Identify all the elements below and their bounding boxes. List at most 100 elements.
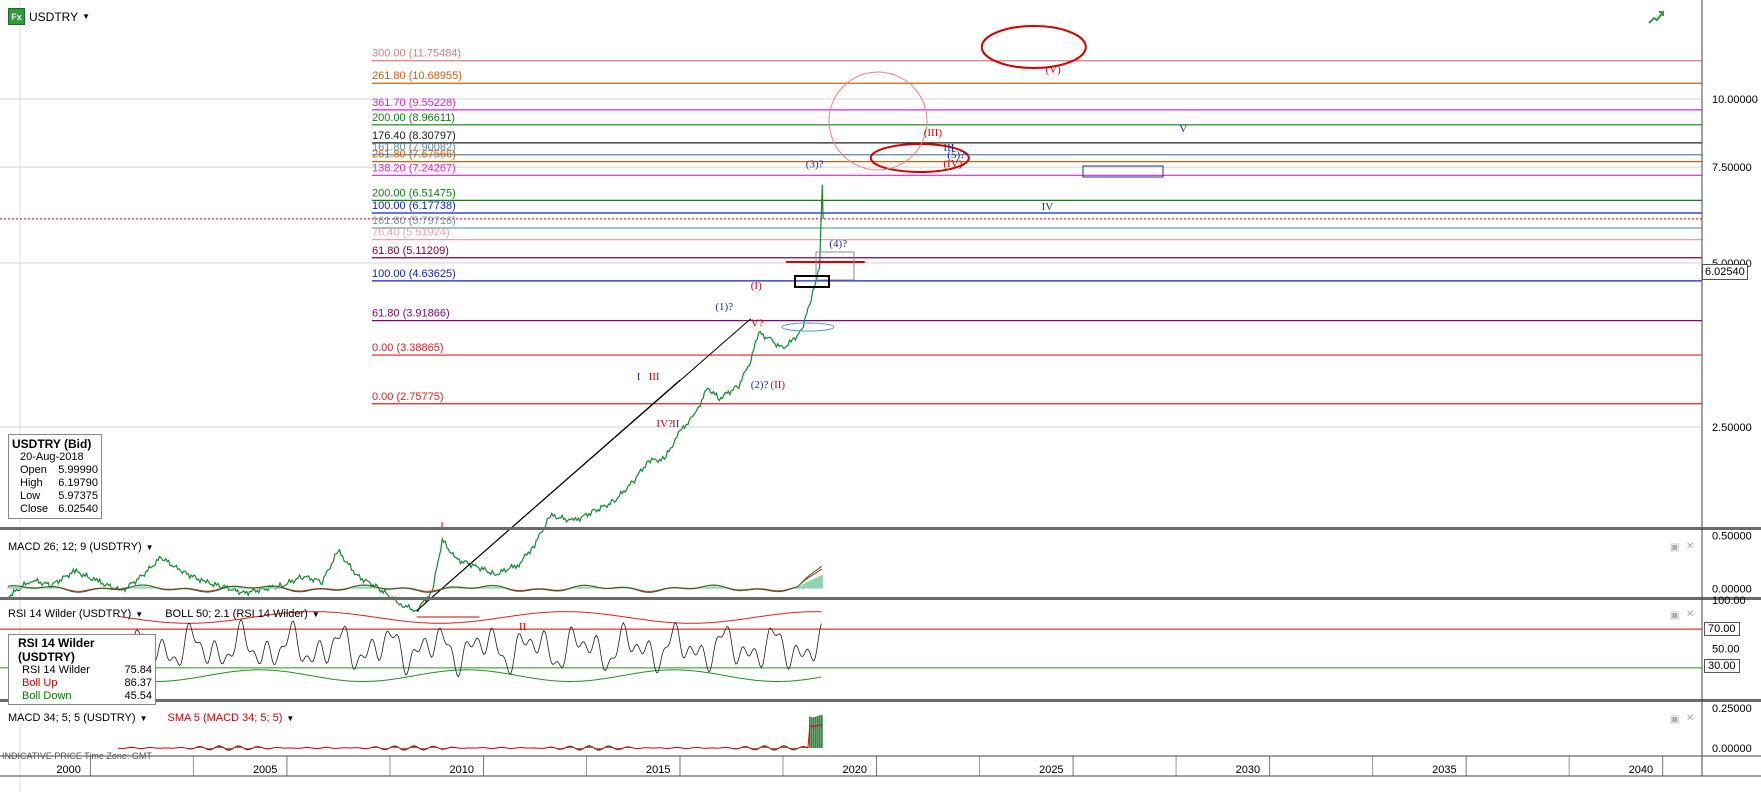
ohlc-row-high: High 6.19790 xyxy=(20,477,98,489)
target-ellipse xyxy=(869,143,970,173)
target-box xyxy=(815,251,855,281)
ohlc-row-open: Open 5.99990 xyxy=(20,464,98,476)
close-icon[interactable]: ✕ xyxy=(1686,713,1695,724)
ohlc-info-box: USDTRY (Bid) 20-Aug-2018 Open 5.99990 Hig… xyxy=(8,434,102,519)
chevron-down-icon[interactable]: ▼ xyxy=(135,609,144,619)
chevron-down-icon[interactable]: ▼ xyxy=(311,609,320,619)
wave-label: IV xyxy=(1042,201,1054,213)
chevron-down-icon[interactable]: ▼ xyxy=(82,12,91,21)
wave-label: I xyxy=(637,371,641,383)
rsi-info-box: RSI 14 Wilder (USDTRY) RSI 14 Wilder 75.8… xyxy=(8,634,156,705)
fib-level-label: 176.40 (8.30797) xyxy=(372,130,456,142)
panel-maximize-icon[interactable]: ▣ xyxy=(1670,542,1680,553)
x-tick-label: 2020 xyxy=(843,764,867,776)
rsi-level-30: 30.00 xyxy=(1704,659,1740,673)
macd2-sma-line xyxy=(117,724,822,751)
wave-label: (V) xyxy=(1046,64,1062,76)
target-box xyxy=(1082,165,1164,178)
wave-label: V xyxy=(1179,123,1187,135)
symbol-name: USDTRY xyxy=(29,9,79,24)
trend-arrow-icon[interactable] xyxy=(1648,10,1664,24)
boll-up-row: Boll Up 86.37 xyxy=(22,677,152,689)
wave-label: (I) xyxy=(751,280,762,292)
fib-level-label: 100.00 (6.17738) xyxy=(372,200,456,212)
x-tick-label: 2040 xyxy=(1629,764,1653,776)
chevron-down-icon[interactable]: ▼ xyxy=(139,713,148,723)
rsi-info-title: RSI 14 Wilder (USDTRY) xyxy=(18,636,95,664)
rsi-tick-label: 50.00 xyxy=(1712,644,1740,656)
rsi-line xyxy=(117,618,822,678)
wave-label: (IV) xyxy=(943,158,962,170)
indicative-price-note: INDICATIVE PRICE Time Zone: GMT xyxy=(2,751,152,761)
fib-level-label: 300.00 (11.75484) xyxy=(372,48,461,60)
wave-label: III xyxy=(943,142,954,154)
x-tick-label: 2015 xyxy=(646,764,670,776)
wave-label: IV? xyxy=(656,418,673,430)
close-icon[interactable]: ✕ xyxy=(1686,541,1695,552)
price-line xyxy=(7,184,824,613)
panel-separator xyxy=(0,597,1761,600)
panel-separator xyxy=(0,527,1761,530)
x-tick-label: 2010 xyxy=(449,764,473,776)
wave-label: V? xyxy=(751,318,764,330)
fib-level-label: 161.80 (7.90082) xyxy=(372,142,456,154)
fib-level-label: 0.00 (3.38865) xyxy=(372,342,444,354)
wave-label: II xyxy=(519,621,527,633)
sma-label-text: SMA 5 (MACD 34; 5; 5) xyxy=(167,712,283,724)
macd2-tick-label: 0.00000 xyxy=(1712,743,1752,755)
close-icon[interactable]: ✕ xyxy=(1686,609,1695,620)
macd1-label[interactable]: MACD 26; 12; 9 (USDTRY) ▼ xyxy=(8,541,154,553)
boll-up-line xyxy=(117,611,822,624)
macd2-tick-label: 0.25000 xyxy=(1712,703,1752,715)
panel-separator xyxy=(0,699,1761,702)
boll-down-line xyxy=(117,669,822,682)
rsi-row: RSI 14 Wilder 75.84 xyxy=(22,664,152,676)
fib-level-label: 61.80 (3.91866) xyxy=(372,308,450,320)
rsi-label-text: RSI 14 Wilder (USDTRY) xyxy=(8,608,132,620)
x-tick-label: 2005 xyxy=(253,764,277,776)
macd1-label-text: MACD 26; 12; 9 (USDTRY) xyxy=(8,541,142,553)
wave-label: III xyxy=(649,371,660,383)
fib-level-label: 138.20 (7.24267) xyxy=(372,162,456,174)
target-ellipse xyxy=(980,25,1087,69)
x-tick-label: 2030 xyxy=(1236,764,1260,776)
chevron-down-icon[interactable]: ▼ xyxy=(286,713,295,723)
fib-level-label: 76.40 (5.51924) xyxy=(372,227,450,239)
last-price-tag: 6.02540 xyxy=(1702,264,1748,280)
y-tick-label: 10.00000 xyxy=(1712,94,1758,106)
fib-level-label: 0.00 (2.75775) xyxy=(372,391,444,403)
wave-label: (4)? xyxy=(829,238,847,250)
x-tick-label: 2000 xyxy=(56,764,80,776)
panel-maximize-icon[interactable]: ▣ xyxy=(1670,714,1680,725)
target-circle xyxy=(828,71,928,171)
ohlc-row-low: Low 5.97375 xyxy=(20,490,98,502)
macd1-tick-label: 0.00000 xyxy=(1712,584,1752,596)
boll-down-row: Boll Down 45.54 xyxy=(22,690,152,702)
wave-label: (II) xyxy=(770,379,785,391)
fib-level-label: 161.80 (5.79716) xyxy=(372,215,456,227)
rsi-label[interactable]: RSI 14 Wilder (USDTRY) ▼ BOLL 50; 2.1 (R… xyxy=(8,608,320,620)
ohlc-row-close: Close 6.02540 xyxy=(20,503,98,515)
symbol-selector[interactable]: Fx USDTRY ▼ xyxy=(8,8,90,25)
fib-level-label: 261.80 (7.67566) xyxy=(372,149,456,161)
fib-level-label: 100.00 (4.63625) xyxy=(372,268,456,280)
fib-level-label: 61.80 (5.11209) xyxy=(372,245,449,257)
x-tick-label: 2025 xyxy=(1039,764,1063,776)
macd1-tick-label: 0.50000 xyxy=(1712,530,1752,542)
wave-label: II xyxy=(672,418,680,430)
chevron-down-icon[interactable]: ▼ xyxy=(145,542,154,552)
macd2-label-text: MACD 34; 5; 5 (USDTRY) xyxy=(8,712,136,724)
rsi-tick-label: 100.00 xyxy=(1712,595,1746,607)
wave-label: (2)? xyxy=(751,379,769,391)
rsi-level-70: 70.00 xyxy=(1704,622,1740,636)
y-tick-label: 7.50000 xyxy=(1712,162,1752,174)
fib-level-label: 200.00 (8.96611) xyxy=(372,112,455,124)
fib-level-label: 200.00 (6.51475) xyxy=(372,187,456,199)
wave-label: (3)? xyxy=(806,159,824,171)
panel-maximize-icon[interactable]: ▣ xyxy=(1670,610,1680,621)
macd2-label[interactable]: MACD 34; 5; 5 (USDTRY) ▼ SMA 5 (MACD 34;… xyxy=(8,712,294,724)
macd1-line xyxy=(7,565,823,593)
wave-label: (III) xyxy=(924,127,943,139)
